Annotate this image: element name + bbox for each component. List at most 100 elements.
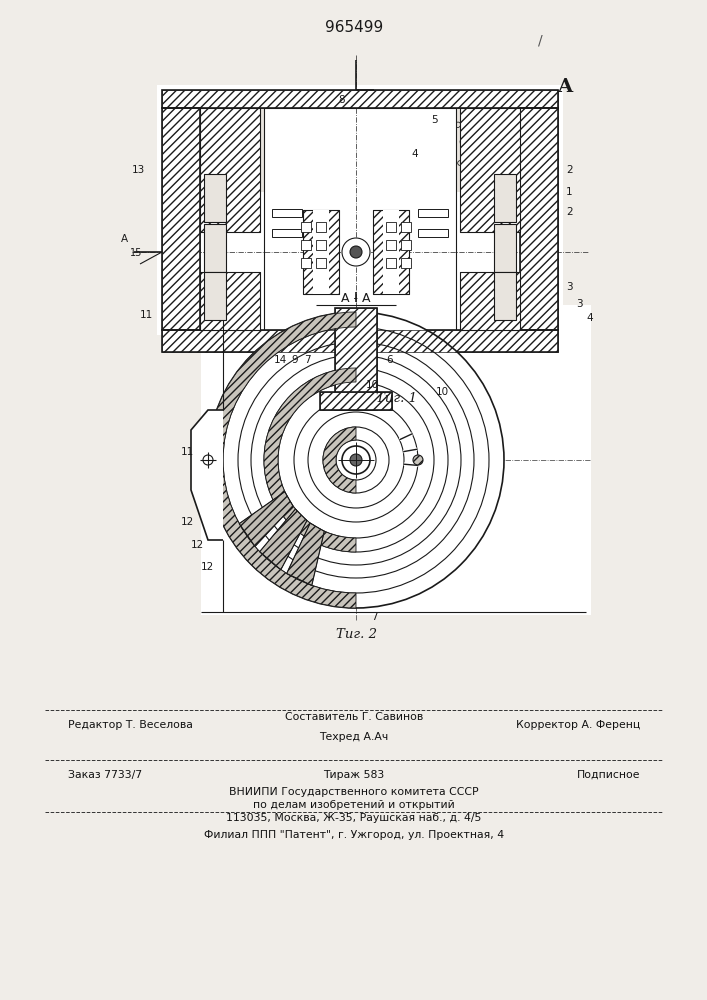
Text: A: A bbox=[557, 78, 573, 96]
Bar bbox=[460, 108, 520, 232]
Text: 14: 14 bbox=[274, 355, 287, 365]
Circle shape bbox=[342, 238, 370, 266]
Bar bbox=[204, 224, 226, 272]
Bar bbox=[301, 240, 311, 250]
Text: 113035, Москва, Ж-35, Раушская наб., д. 4/5: 113035, Москва, Ж-35, Раушская наб., д. … bbox=[226, 813, 481, 823]
Wedge shape bbox=[323, 427, 356, 493]
Bar bbox=[200, 108, 260, 232]
Bar bbox=[201, 305, 591, 615]
Circle shape bbox=[413, 455, 423, 465]
Polygon shape bbox=[413, 90, 558, 192]
Bar bbox=[418, 209, 448, 217]
Text: Τиг. 1: Τиг. 1 bbox=[375, 391, 416, 404]
Text: 9: 9 bbox=[291, 355, 298, 365]
Bar bbox=[204, 174, 226, 222]
Circle shape bbox=[203, 455, 213, 465]
Bar bbox=[520, 108, 558, 330]
Circle shape bbox=[208, 312, 504, 608]
Text: 7: 7 bbox=[304, 355, 310, 365]
Text: 13: 13 bbox=[132, 165, 145, 175]
Circle shape bbox=[342, 446, 370, 474]
Bar bbox=[386, 222, 396, 232]
Bar bbox=[494, 174, 516, 222]
Bar bbox=[335, 308, 377, 410]
Text: 1: 1 bbox=[566, 187, 573, 197]
Text: 8: 8 bbox=[338, 95, 344, 105]
Bar bbox=[373, 210, 409, 294]
Polygon shape bbox=[191, 410, 223, 540]
Text: Τиг. 2: Τиг. 2 bbox=[336, 629, 377, 642]
Text: 3: 3 bbox=[566, 282, 573, 292]
Bar bbox=[264, 108, 456, 330]
Text: 3: 3 bbox=[576, 299, 583, 309]
Text: 2: 2 bbox=[566, 207, 573, 217]
Circle shape bbox=[350, 454, 362, 466]
Text: 12: 12 bbox=[201, 562, 214, 572]
Bar bbox=[303, 210, 339, 294]
Bar bbox=[162, 108, 200, 330]
Bar bbox=[200, 272, 260, 330]
Text: Подписное: Подписное bbox=[576, 770, 640, 780]
Bar bbox=[162, 108, 200, 330]
Bar bbox=[272, 209, 302, 217]
Text: 5: 5 bbox=[431, 115, 438, 125]
Text: ВНИИПИ Государственного комитета СССР: ВНИИПИ Государственного комитета СССР bbox=[229, 787, 479, 797]
Text: 10: 10 bbox=[366, 380, 379, 390]
Text: по делам изобретений и открытий: по делам изобретений и открытий bbox=[253, 800, 455, 810]
Bar bbox=[162, 90, 558, 108]
Bar bbox=[383, 210, 399, 294]
Circle shape bbox=[264, 368, 448, 552]
Text: Техред А.Ач: Техред А.Ач bbox=[320, 732, 389, 742]
Bar bbox=[460, 272, 520, 330]
Bar bbox=[494, 272, 516, 320]
Text: A - A: A - A bbox=[341, 292, 370, 304]
Bar bbox=[386, 258, 396, 268]
Text: 965499: 965499 bbox=[325, 20, 383, 35]
Text: 7: 7 bbox=[371, 612, 378, 622]
Text: 10: 10 bbox=[436, 387, 449, 397]
Bar bbox=[401, 258, 411, 268]
Polygon shape bbox=[259, 509, 307, 570]
Bar bbox=[494, 224, 516, 272]
Polygon shape bbox=[286, 523, 325, 585]
Text: 11: 11 bbox=[181, 447, 194, 457]
Text: 6: 6 bbox=[386, 355, 392, 365]
Bar bbox=[316, 222, 326, 232]
Text: Редактор Т. Веселова: Редактор Т. Веселова bbox=[68, 720, 193, 730]
Circle shape bbox=[238, 342, 474, 578]
Text: 11: 11 bbox=[140, 310, 153, 320]
Text: 12: 12 bbox=[181, 517, 194, 527]
Bar bbox=[335, 308, 377, 410]
Circle shape bbox=[308, 412, 404, 508]
Wedge shape bbox=[264, 368, 356, 552]
Bar bbox=[520, 108, 558, 330]
Bar bbox=[272, 229, 302, 237]
Text: 15: 15 bbox=[130, 248, 142, 258]
Text: Заказ 7733/7: Заказ 7733/7 bbox=[68, 770, 142, 780]
Circle shape bbox=[223, 327, 489, 593]
Bar bbox=[313, 210, 329, 294]
Text: A: A bbox=[120, 234, 127, 244]
Polygon shape bbox=[239, 492, 293, 547]
Bar bbox=[162, 90, 558, 108]
Bar bbox=[401, 222, 411, 232]
Bar bbox=[301, 222, 311, 232]
Polygon shape bbox=[162, 90, 307, 192]
Text: Филиал ППП "Патент", г. Ужгород, ул. Проектная, 4: Филиал ППП "Патент", г. Ужгород, ул. Про… bbox=[204, 830, 504, 840]
Circle shape bbox=[251, 355, 461, 565]
Bar bbox=[303, 210, 339, 294]
Bar bbox=[301, 258, 311, 268]
Text: 4: 4 bbox=[411, 149, 418, 159]
Wedge shape bbox=[208, 312, 356, 608]
Bar bbox=[316, 258, 326, 268]
Bar bbox=[316, 240, 326, 250]
Text: Корректор А. Ференц: Корректор А. Ференц bbox=[515, 720, 640, 730]
Circle shape bbox=[336, 440, 376, 480]
Bar bbox=[460, 108, 520, 232]
Bar bbox=[200, 272, 260, 330]
Circle shape bbox=[294, 398, 418, 522]
Bar bbox=[373, 210, 409, 294]
Bar bbox=[320, 392, 392, 410]
Text: 4: 4 bbox=[586, 313, 592, 323]
Bar bbox=[418, 229, 448, 237]
